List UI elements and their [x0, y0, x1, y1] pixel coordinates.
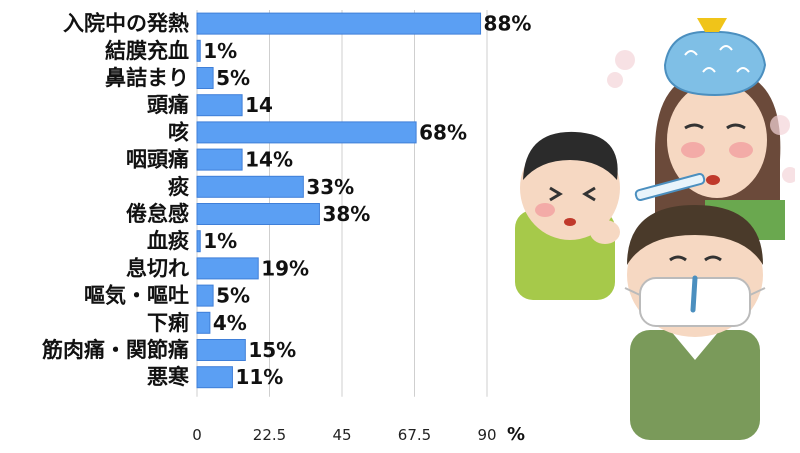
category-label: 咽頭痛 [126, 148, 189, 172]
bars [196, 12, 482, 389]
bar [196, 121, 417, 144]
x-tick-label: 0 [192, 426, 202, 444]
bar [196, 339, 246, 361]
masked-boy-figure [624, 205, 766, 440]
category-labels: 入院中の発熱結膜充血鼻詰まり頭痛咳咽頭痛痰倦怠感血痰息切れ嘔気・嘔吐下痢筋肉痛・… [41, 12, 190, 390]
data-label: 88% [484, 12, 532, 36]
category-label: 痰 [168, 175, 190, 199]
data-label: 11% [235, 365, 283, 389]
category-label: 筋肉痛・関節痛 [41, 338, 189, 362]
category-label: 血痰 [147, 229, 190, 253]
bar [196, 230, 201, 253]
category-label: 頭痛 [147, 93, 189, 117]
data-label: 38% [322, 202, 370, 226]
data-label: 5% [216, 66, 250, 90]
bar [196, 257, 259, 280]
thermometer-icon [634, 173, 706, 201]
data-label: 14 [245, 93, 273, 117]
bar [196, 175, 304, 198]
value-labels: 88% 1% 5% 14 68% 14% 33% 38% 1% 19% 5% 4%15% 11% [203, 12, 531, 390]
category-label: 倦怠感 [126, 202, 189, 226]
data-label: 68% [419, 120, 467, 144]
data-label: 1% [203, 39, 237, 63]
sick-people-illustration [515, 18, 795, 440]
x-axis-ticks: 0 22.5 45 67.5 90 [192, 426, 496, 444]
bar [196, 39, 201, 62]
data-label: 5% [216, 284, 250, 308]
category-label: 悪寒 [147, 365, 189, 389]
bar [196, 148, 243, 171]
bar [196, 94, 243, 117]
data-label: 19% [261, 256, 309, 280]
bar [196, 366, 233, 389]
bar [196, 284, 214, 307]
x-axis-unit: % [507, 424, 525, 445]
x-tick-label: 22.5 [253, 426, 286, 444]
bar [196, 67, 214, 89]
data-label: 4% [213, 311, 247, 335]
category-label: 咳 [168, 120, 189, 144]
ice-bag-icon [663, 18, 767, 97]
data-label: 1% [203, 229, 237, 253]
bar [196, 311, 211, 334]
x-tick-label: 67.5 [398, 426, 431, 444]
x-tick-label: 45 [332, 426, 351, 444]
data-label: 33% [306, 175, 354, 199]
category-label: 嘔気・嘔吐 [84, 284, 189, 308]
category-label: 息切れ [126, 256, 189, 280]
data-label: 14% [245, 148, 293, 172]
category-label: 入院中の発熱 [63, 12, 189, 36]
category-label: 鼻詰まり [105, 66, 189, 90]
category-label: 下痢 [147, 311, 189, 335]
coughing-boy-figure [515, 131, 620, 300]
bar [196, 203, 320, 225]
category-label: 結膜充血 [105, 39, 189, 63]
x-tick-label: 90 [477, 426, 496, 444]
fever-puffs-decoration [607, 50, 795, 183]
data-label: 15% [248, 338, 296, 362]
bar [196, 12, 482, 35]
